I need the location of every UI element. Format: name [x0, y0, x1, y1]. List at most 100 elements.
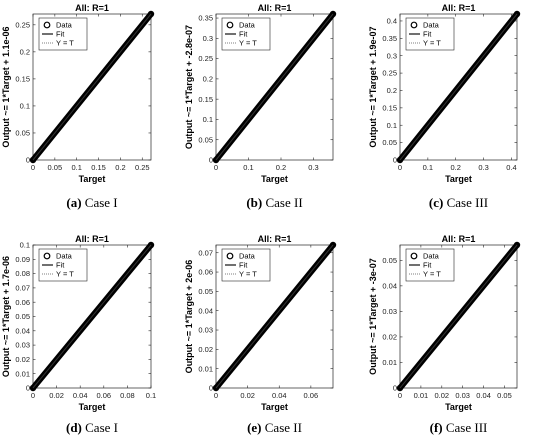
- plot-title: All: R=1: [442, 234, 476, 244]
- legend-entry-data: Data: [56, 252, 73, 261]
- y-tick-label: 0.05: [198, 287, 213, 296]
- legend-entry-fit: Fit: [239, 261, 248, 270]
- plot-title: All: R=1: [442, 3, 476, 13]
- y-tick-label: 0.15: [198, 95, 213, 104]
- x-axis-label: Target: [79, 402, 106, 412]
- y-tick-label: 0.15: [382, 103, 397, 112]
- legend-entry-fit: Fit: [239, 30, 248, 39]
- x-tick-label: 0.06: [96, 391, 111, 400]
- y-tick-label: 0.07: [15, 284, 30, 293]
- x-tick-label: 0: [214, 163, 218, 172]
- y-axis-label: Output ~= 1*Target + 1.1e-06: [1, 26, 11, 147]
- x-tick-label: 0.04: [73, 391, 88, 400]
- caption-label: (b): [246, 195, 262, 210]
- x-tick-label: 0.3: [308, 163, 318, 172]
- y-tick-label: 0.1: [203, 115, 213, 124]
- x-tick-label: 0.2: [115, 163, 125, 172]
- y-tick-label: 0.2: [387, 86, 397, 95]
- y-tick-label: 0.04: [382, 281, 397, 290]
- y-tick-label: 0.05: [382, 138, 397, 147]
- y-tick-label: 0.01: [382, 358, 397, 367]
- legend-data-marker: [226, 252, 234, 260]
- caption-label: (d): [66, 420, 82, 435]
- legend-entry-data: Data: [423, 252, 440, 261]
- y-axis-label: Output ~= 1*Target + 1.9e-07: [368, 26, 378, 147]
- legend-entry-yt: Y = T: [239, 270, 257, 279]
- x-tick-label: 0: [31, 391, 35, 400]
- y-tick-label: 0.1: [387, 121, 397, 130]
- fit-line: [215, 13, 334, 161]
- x-tick-label: 0.1: [71, 163, 81, 172]
- x-tick-label: 0.3: [478, 163, 488, 172]
- y-tick-label: 0.3: [387, 51, 397, 60]
- y-tick-label: 0.05: [15, 312, 30, 321]
- x-tick-label: 0.15: [91, 163, 106, 172]
- y-tick-label: 0.08: [15, 269, 30, 278]
- y-axis-label: Output ~= 1*Target + -2.8e-07: [184, 25, 194, 149]
- y-tick-label: 0.25: [198, 54, 213, 63]
- panel-caption: (a) Case I: [66, 195, 117, 210]
- x-tick-label: 0.04: [476, 391, 491, 400]
- y-tick-label: 0.2: [203, 74, 213, 83]
- legend-data-marker: [410, 252, 418, 260]
- caption-text: Case II: [265, 195, 302, 210]
- y-tick-label: 0.1: [20, 241, 30, 250]
- y-axis-label: Output ~= 1*Target + -3e-07: [368, 258, 378, 375]
- x-tick-label: 0.05: [48, 163, 63, 172]
- y-tick-label: 0.1: [20, 102, 30, 111]
- y-tick-label: 0.03: [15, 341, 30, 350]
- x-tick-label: 0.02: [49, 391, 64, 400]
- plot-title: All: R=1: [258, 3, 292, 13]
- plot-title: All: R=1: [258, 234, 292, 244]
- chart-panel-a: 0 0.05 0.1 0.15 0.2 0.25 0 0.05 0.1 0.15 0.2 0.25 Da…: [1, 3, 155, 210]
- y-tick-label: 0.06: [198, 268, 213, 277]
- caption-label: (e): [247, 420, 261, 435]
- y-tick-label: 0.02: [198, 345, 213, 354]
- x-tick-label: 0: [398, 163, 402, 172]
- caption-text: Case II: [265, 420, 302, 435]
- x-axis-label: Target: [261, 174, 288, 184]
- legend-data-marker: [226, 21, 234, 29]
- x-tick-label: 0: [214, 391, 218, 400]
- x-tick-label: 0.2: [276, 163, 286, 172]
- y-tick-label: 0.25: [382, 69, 397, 78]
- legend-data-marker: [410, 21, 418, 29]
- y-tick-label: 0.07: [198, 248, 213, 257]
- y-tick-label: 0.06: [15, 298, 30, 307]
- fit-line: [32, 244, 152, 389]
- x-axis-label: Target: [261, 402, 288, 412]
- y-tick-label: 0.05: [382, 256, 397, 265]
- x-tick-label: 0.1: [146, 391, 156, 400]
- y-tick-label: 0.09: [15, 255, 30, 264]
- x-tick-label: 0.4: [506, 163, 516, 172]
- y-tick-label: 0.02: [382, 333, 397, 342]
- plot-title: All: R=1: [75, 3, 109, 13]
- y-tick-label: 0: [393, 384, 397, 393]
- chart-panel-f: 0 0.01 0.02 0.03 0.04 0.05 0 0.01 0.02 0.03 0.04 0.…: [368, 234, 521, 435]
- x-tick-label: 0.01: [414, 391, 429, 400]
- x-tick-label: 0: [31, 163, 35, 172]
- y-tick-label: 0.2: [20, 47, 30, 56]
- legend-entry-yt: Y = T: [239, 39, 257, 48]
- plot-title: All: R=1: [75, 234, 109, 244]
- panel-caption: (f) Case III: [430, 420, 488, 435]
- x-axis-label: Target: [445, 402, 472, 412]
- panel-caption: (b) Case II: [246, 195, 302, 210]
- legend-entry-data: Data: [239, 252, 256, 261]
- panel-caption: (e) Case II: [247, 420, 302, 435]
- caption-text: Case I: [85, 195, 118, 210]
- caption-text: Case III: [446, 420, 488, 435]
- x-tick-label: 0.06: [304, 391, 319, 400]
- fit-line: [399, 244, 518, 389]
- x-tick-label: 0.1: [243, 163, 253, 172]
- y-axis-label: Output ~= 1*Target + 2e-06: [184, 260, 194, 374]
- x-tick-label: 0.08: [120, 391, 135, 400]
- x-tick-label: 0.25: [135, 163, 150, 172]
- y-tick-label: 0.03: [382, 307, 397, 316]
